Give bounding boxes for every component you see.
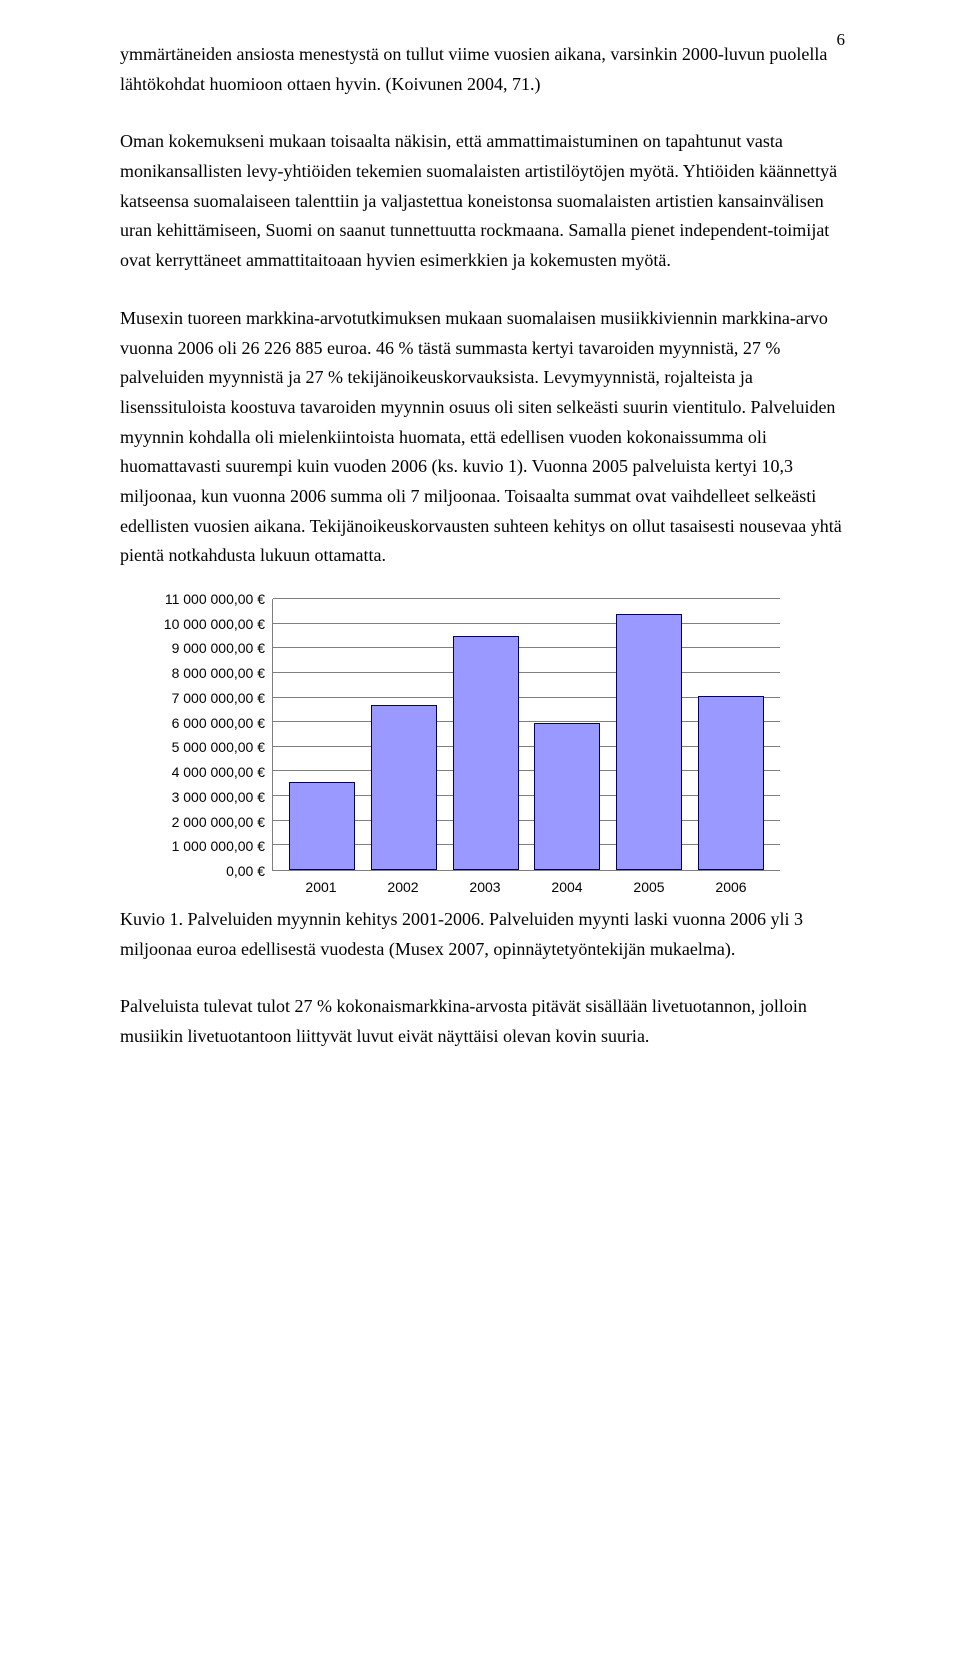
y-tick-label: 8 000 000,00 €	[120, 665, 265, 681]
y-tick-label: 11 000 000,00 €	[120, 591, 265, 607]
bar	[616, 614, 682, 870]
y-tick-label: 9 000 000,00 €	[120, 640, 265, 656]
bar	[289, 782, 355, 870]
y-tick-label: 2 000 000,00 €	[120, 814, 265, 830]
bar-chart: 0,00 € 1 000 000,00 € 2 000 000,00 € 3 000 …	[120, 599, 850, 899]
y-tick-label: 10 000 000,00 €	[120, 616, 265, 632]
bar	[534, 723, 600, 870]
x-tick-label: 2006	[699, 875, 763, 899]
chart-caption: Kuvio 1. Palveluiden myynnin kehitys 200…	[120, 905, 850, 964]
x-axis: 2001 2002 2003 2004 2005 2006	[272, 875, 780, 899]
y-tick-label: 6 000 000,00 €	[120, 715, 265, 731]
y-axis: 0,00 €1 000 000,00 €2 000 000,00 €3 000 …	[120, 599, 265, 871]
y-tick-label: 0,00 €	[120, 863, 265, 879]
paragraph-4: Palveluista tulevat tulot 27 % kokonaism…	[120, 992, 850, 1051]
x-tick-label: 2002	[371, 875, 435, 899]
y-tick-label: 7 000 000,00 €	[120, 690, 265, 706]
paragraph-3: Musexin tuoreen markkina-arvotutkimuksen…	[120, 304, 850, 571]
bar	[453, 636, 519, 870]
plot-area	[272, 599, 780, 871]
x-tick-label: 2003	[453, 875, 517, 899]
bar	[371, 705, 437, 870]
x-tick-label: 2001	[289, 875, 353, 899]
paragraph-2: Oman kokemukseni mukaan toisaalta näkisi…	[120, 127, 850, 275]
bar	[698, 696, 764, 870]
paragraph-1: ymmärtäneiden ansiosta menestystä on tul…	[120, 40, 850, 99]
y-tick-label: 3 000 000,00 €	[120, 789, 265, 805]
y-tick-label: 1 000 000,00 €	[120, 838, 265, 854]
x-tick-label: 2005	[617, 875, 681, 899]
y-tick-label: 4 000 000,00 €	[120, 764, 265, 780]
y-tick-label: 5 000 000,00 €	[120, 739, 265, 755]
page-number: 6	[837, 30, 846, 50]
x-tick-label: 2004	[535, 875, 599, 899]
